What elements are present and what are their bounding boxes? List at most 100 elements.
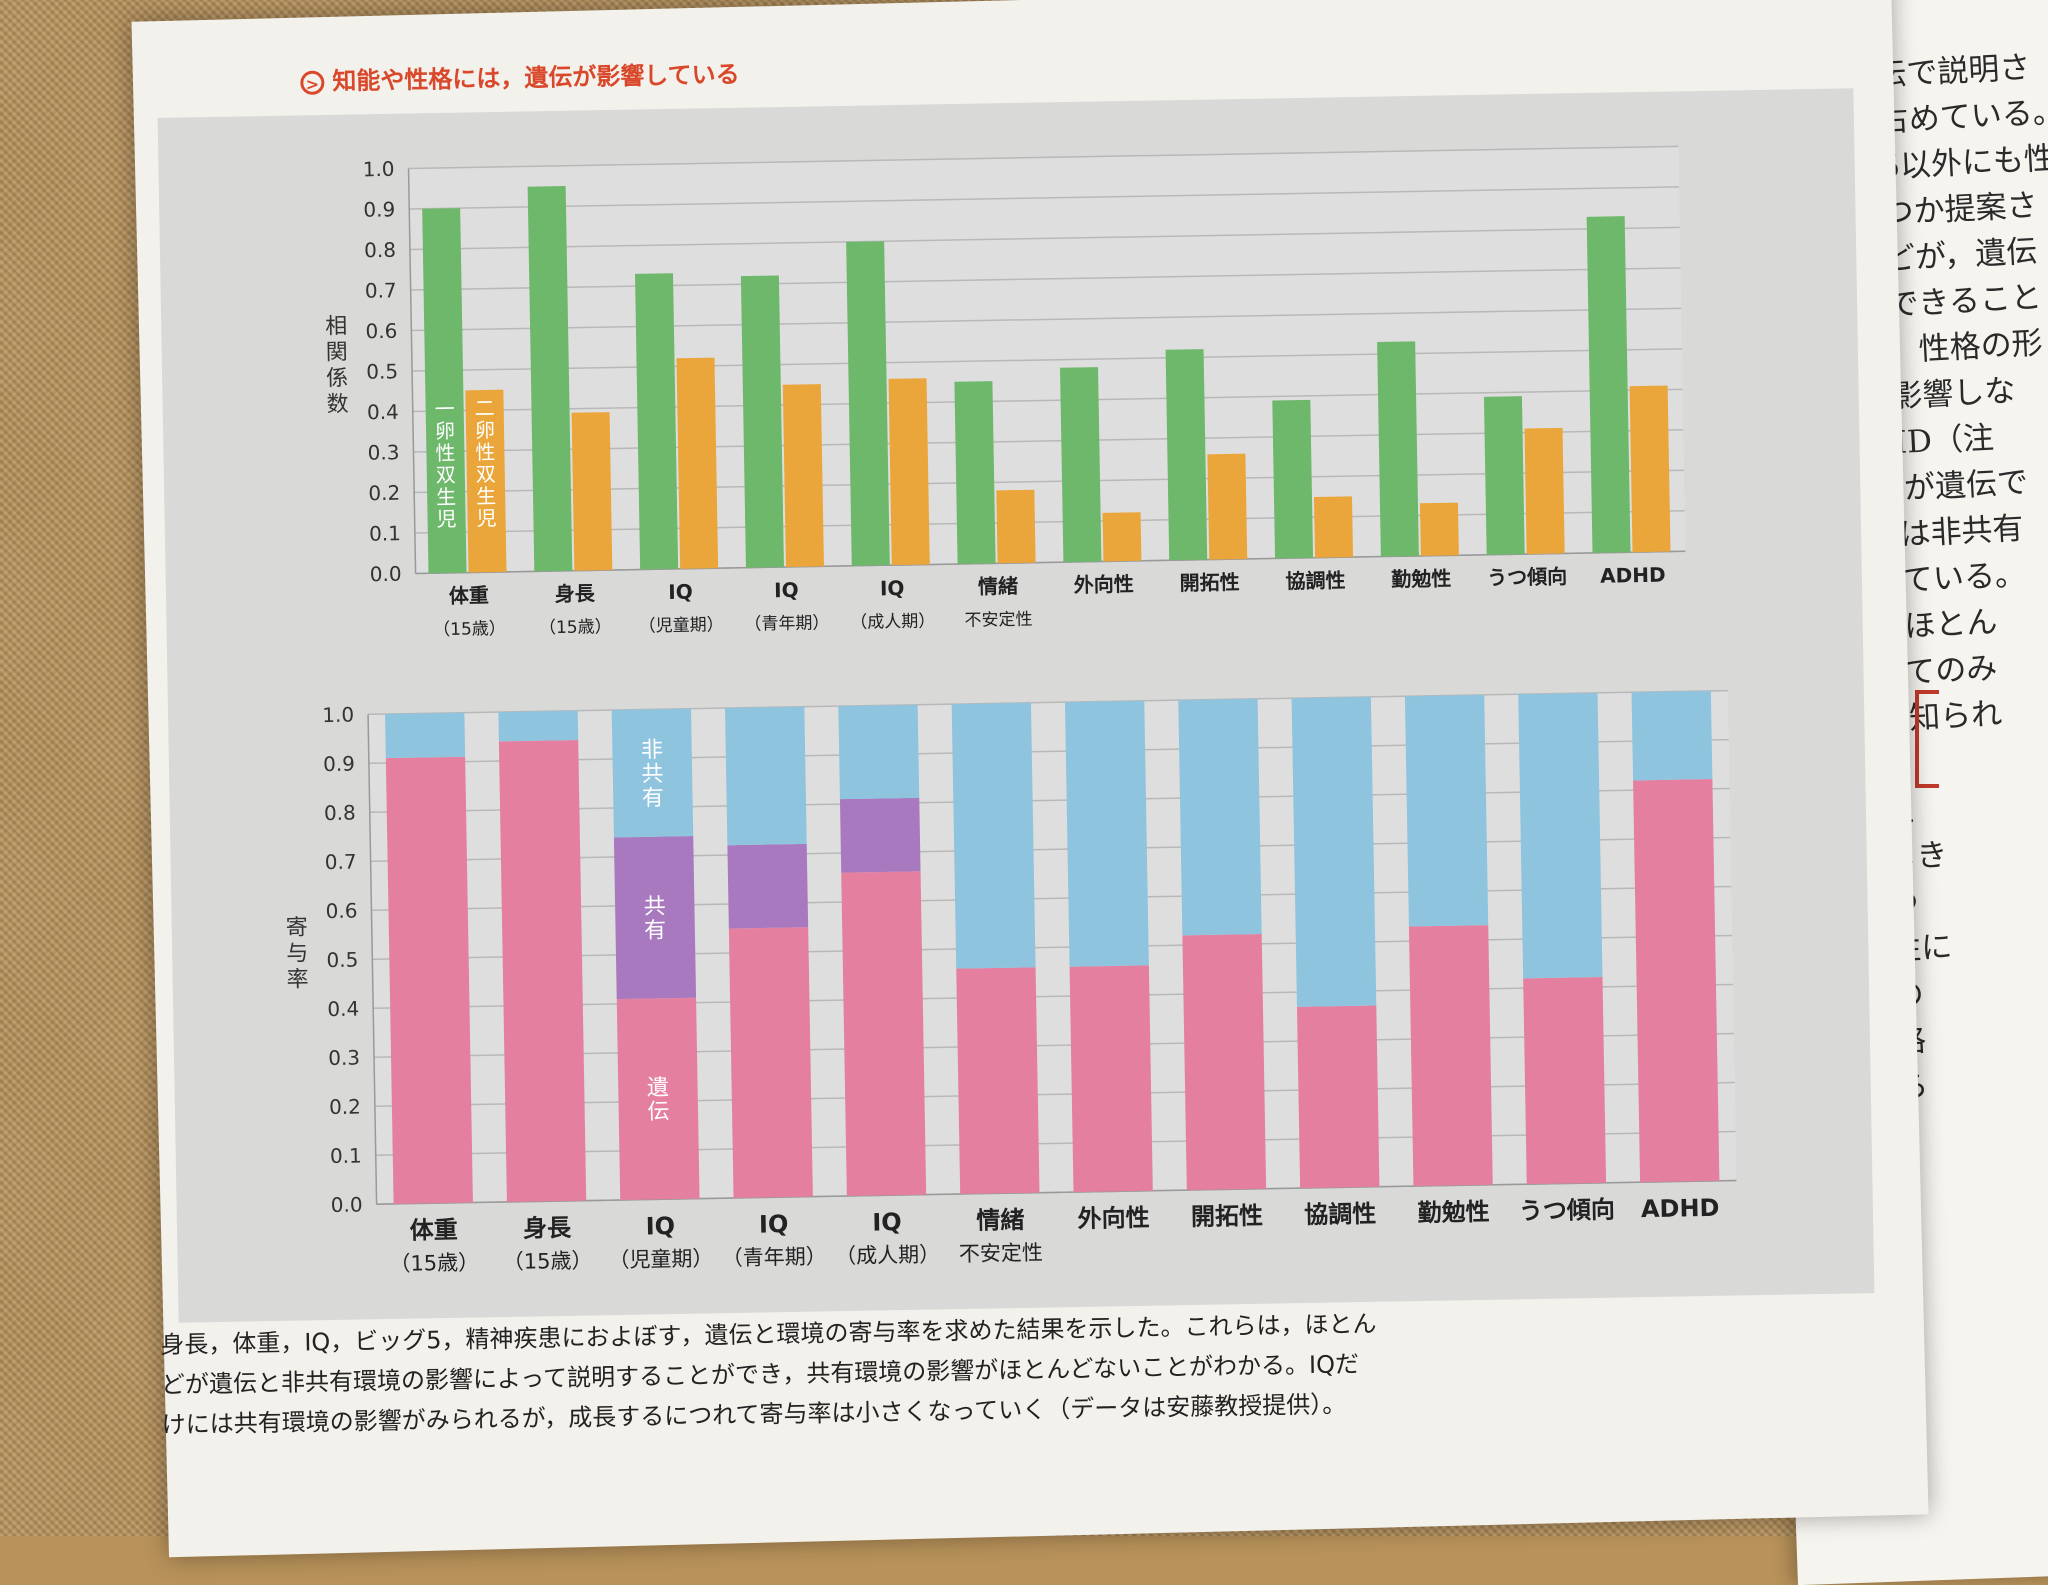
bar-fraternal-twins bbox=[782, 384, 824, 567]
x-tick-label: うつ傾向 bbox=[1487, 564, 1567, 589]
bar-identical-twins bbox=[1377, 341, 1419, 557]
x-tick-sublabel: （青年期） bbox=[744, 613, 829, 634]
x-tick-label: IQ bbox=[759, 1210, 789, 1239]
x-tick-label: 開拓性 bbox=[1179, 570, 1239, 595]
y-axis bbox=[407, 168, 417, 574]
x-tick-sublabel: （成人期） bbox=[850, 611, 935, 632]
x-tick-label: IQ bbox=[880, 576, 905, 600]
stack-nonshared-env bbox=[1631, 690, 1713, 781]
stack-nonshared-env bbox=[1178, 698, 1262, 936]
gridline bbox=[409, 186, 1680, 210]
x-tick-sublabel: （児童期） bbox=[608, 1246, 713, 1272]
bar-fraternal-twins bbox=[1419, 502, 1459, 556]
y-axis-title: 相関係数 bbox=[325, 314, 349, 417]
x-axis bbox=[415, 550, 1686, 575]
x-tick-label: 身長 bbox=[555, 581, 596, 606]
y-tick-label: 0.8 bbox=[364, 238, 396, 263]
bar-identical-twins bbox=[422, 208, 467, 574]
bar-identical-twins bbox=[1272, 399, 1314, 559]
y-tick-label: 0.0 bbox=[331, 1192, 363, 1217]
stack-genetic bbox=[1633, 779, 1720, 1183]
bar-fraternal-twins bbox=[1313, 496, 1354, 558]
x-tick-sublabel: 不安定性 bbox=[964, 610, 1032, 631]
x-tick-label: うつ傾向 bbox=[1519, 1196, 1615, 1226]
x-tick-sublabel: （成人期） bbox=[835, 1242, 940, 1268]
gridline bbox=[410, 267, 1681, 291]
stack-series-label: 非共有 bbox=[641, 738, 664, 811]
x-tick-label: IQ bbox=[668, 580, 693, 604]
stack-genetic bbox=[841, 871, 927, 1197]
y-tick-label: 0.3 bbox=[328, 1046, 360, 1071]
series-label: 二卵性双生児 bbox=[474, 396, 496, 530]
y-tick-label: 0.2 bbox=[329, 1094, 361, 1119]
y-tick-label: 0.6 bbox=[325, 899, 357, 924]
stack-genetic bbox=[956, 967, 1040, 1195]
y-tick-label: 0.5 bbox=[326, 948, 358, 973]
bar-identical-twins bbox=[527, 186, 573, 572]
x-tick-label: 勤勉性 bbox=[1391, 566, 1451, 591]
gridline bbox=[368, 738, 1729, 765]
x-tick-label: ADHD bbox=[1600, 563, 1666, 588]
stack-nonshared-env bbox=[1064, 700, 1149, 967]
bar-identical-twins bbox=[740, 275, 784, 568]
section-bracket bbox=[1915, 690, 1939, 788]
y-tick-label: 0.1 bbox=[330, 1143, 362, 1168]
bar-fraternal-twins bbox=[996, 489, 1036, 564]
x-tick-label: 勤勉性 bbox=[1417, 1198, 1489, 1227]
x-tick-sublabel: （15歳） bbox=[503, 1248, 593, 1274]
x-tick-label: ADHD bbox=[1641, 1194, 1720, 1223]
chart-panel: 0.0 0.1 0.2 0.3 0.4 0.5 0.6 0.7 0.8 0.9 1.0 相関係数一卵性… bbox=[157, 88, 1875, 1323]
x-tick-label: IQ bbox=[774, 578, 799, 602]
x-tick-label: 情緒 bbox=[978, 574, 1018, 599]
y-tick-label: 0.9 bbox=[323, 752, 355, 777]
bar-identical-twins bbox=[1060, 367, 1102, 563]
gridline bbox=[411, 307, 1682, 332]
x-axis bbox=[376, 1179, 1737, 1205]
stack-nonshared-env bbox=[838, 704, 920, 800]
y-tick-label: 1.0 bbox=[322, 703, 354, 728]
gridline bbox=[414, 510, 1685, 534]
bar-identical-twins bbox=[1165, 349, 1208, 561]
gridline bbox=[369, 787, 1730, 814]
bar-fraternal-twins bbox=[1524, 427, 1565, 555]
x-tick-label: 身長 bbox=[523, 1214, 572, 1243]
gridline bbox=[375, 1130, 1736, 1156]
gridline bbox=[374, 1081, 1735, 1107]
x-tick-label: 外向性 bbox=[1077, 1204, 1149, 1233]
x-tick-sublabel: （15歳） bbox=[389, 1250, 479, 1276]
y-tick-label: 0.7 bbox=[325, 850, 357, 875]
y-tick-label: 0.2 bbox=[368, 481, 400, 506]
gridline bbox=[371, 885, 1732, 912]
stack-nonshared-env bbox=[725, 706, 807, 846]
y-axis-title: 寄与率 bbox=[286, 915, 309, 992]
x-tick-sublabel: （青年期） bbox=[722, 1244, 827, 1270]
bar-fraternal-twins bbox=[571, 412, 613, 571]
y-tick-label: 0.1 bbox=[369, 521, 401, 546]
gridline bbox=[373, 983, 1733, 1010]
x-tick-label: 情緒 bbox=[976, 1206, 1024, 1235]
bar-identical-twins bbox=[1586, 216, 1631, 553]
stack-nonshared-env bbox=[1404, 694, 1489, 927]
gridline bbox=[408, 145, 1679, 170]
y-tick-label: 1.0 bbox=[363, 157, 395, 182]
gridline bbox=[412, 348, 1682, 372]
stack-nonshared-env bbox=[611, 708, 694, 838]
bar-fraternal-twins bbox=[465, 389, 507, 573]
series-label: 一卵性双生児 bbox=[434, 397, 456, 531]
stack-series-label: 共有 bbox=[644, 894, 667, 943]
gridline bbox=[414, 469, 1685, 494]
x-tick-label: 協調性 bbox=[1285, 568, 1345, 593]
y-tick-label: 0.4 bbox=[327, 997, 359, 1022]
stack-genetic bbox=[385, 756, 473, 1204]
stack-genetic bbox=[1069, 965, 1153, 1193]
bar-identical-twins bbox=[1483, 396, 1525, 555]
y-tick-label: 0.5 bbox=[366, 359, 398, 384]
x-tick-label: 協調性 bbox=[1304, 1200, 1376, 1229]
y-tick-label: 0.0 bbox=[370, 562, 402, 587]
bar-identical-twins bbox=[846, 241, 890, 566]
stack-nonshared-env bbox=[385, 712, 466, 759]
bar-fraternal-twins bbox=[1629, 385, 1671, 553]
arrow-circle-icon: > bbox=[300, 70, 325, 95]
stack-nonshared-env bbox=[498, 710, 579, 742]
stack-genetic bbox=[1523, 977, 1607, 1185]
